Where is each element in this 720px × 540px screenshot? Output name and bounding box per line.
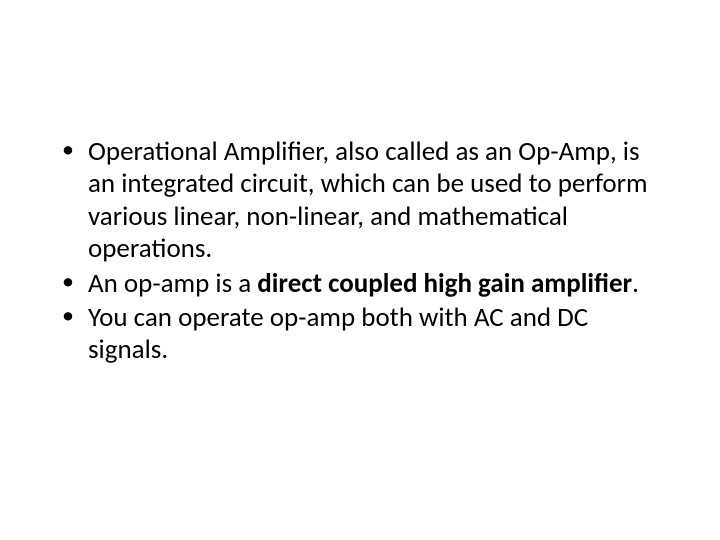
bullet-item: Operational Amplifier, also called as an… xyxy=(54,136,666,266)
bullet-text-bold: direct coupled high gain amplifier xyxy=(257,267,632,300)
bullet-item: An op-amp is a direct coupled high gain … xyxy=(54,268,666,300)
bullet-list: Operational Amplifier, also called as an… xyxy=(54,136,666,367)
bullet-item: You can operate op-amp both with AC and … xyxy=(54,302,666,367)
bullet-text: You can operate op-amp both with AC and … xyxy=(88,301,588,366)
slide-content: Operational Amplifier, also called as an… xyxy=(54,136,666,369)
bullet-text: . xyxy=(632,267,639,300)
bullet-text: An op-amp is a xyxy=(88,267,257,300)
bullet-text: Operational Amplifier, also called as an… xyxy=(88,135,648,265)
